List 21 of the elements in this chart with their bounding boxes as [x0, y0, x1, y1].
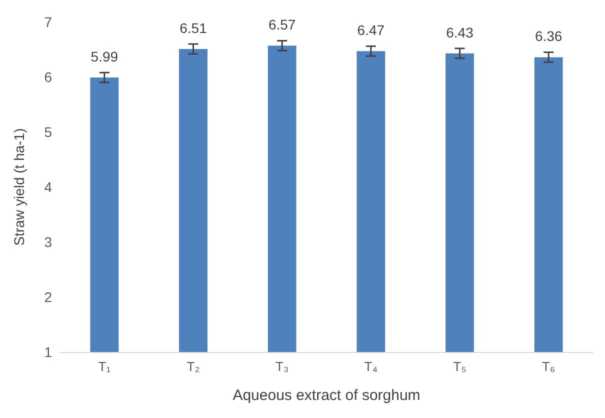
data-label: 6.47 [357, 22, 385, 38]
y-tick-label: 5 [44, 124, 52, 140]
y-tick-label: 2 [44, 289, 52, 305]
data-label: 6.57 [268, 16, 296, 33]
y-tick-label: 7 [44, 14, 52, 30]
y-tick-label: 6 [44, 69, 52, 85]
y-tick-label: 3 [44, 234, 52, 250]
data-label: 6.51 [180, 20, 208, 36]
y-tick-label: 4 [44, 179, 52, 195]
x-axis-title: Aqueous extract of sorghum [232, 387, 420, 404]
x-tick-label: T₁ [98, 359, 112, 374]
x-tick-label: T₆ [542, 359, 556, 374]
x-tick-label: T₅ [453, 359, 466, 374]
data-label: 6.43 [446, 24, 474, 40]
x-tick-label: T₂ [186, 359, 200, 374]
data-label: 6.36 [534, 28, 562, 44]
x-tick-label: T₄ [364, 359, 378, 374]
y-axis-title: Straw yield (t ha-1) [11, 128, 27, 246]
y-tick-label: 1 [44, 344, 52, 360]
x-tick-label: T₃ [275, 359, 289, 374]
data-label: 5.99 [90, 48, 118, 65]
